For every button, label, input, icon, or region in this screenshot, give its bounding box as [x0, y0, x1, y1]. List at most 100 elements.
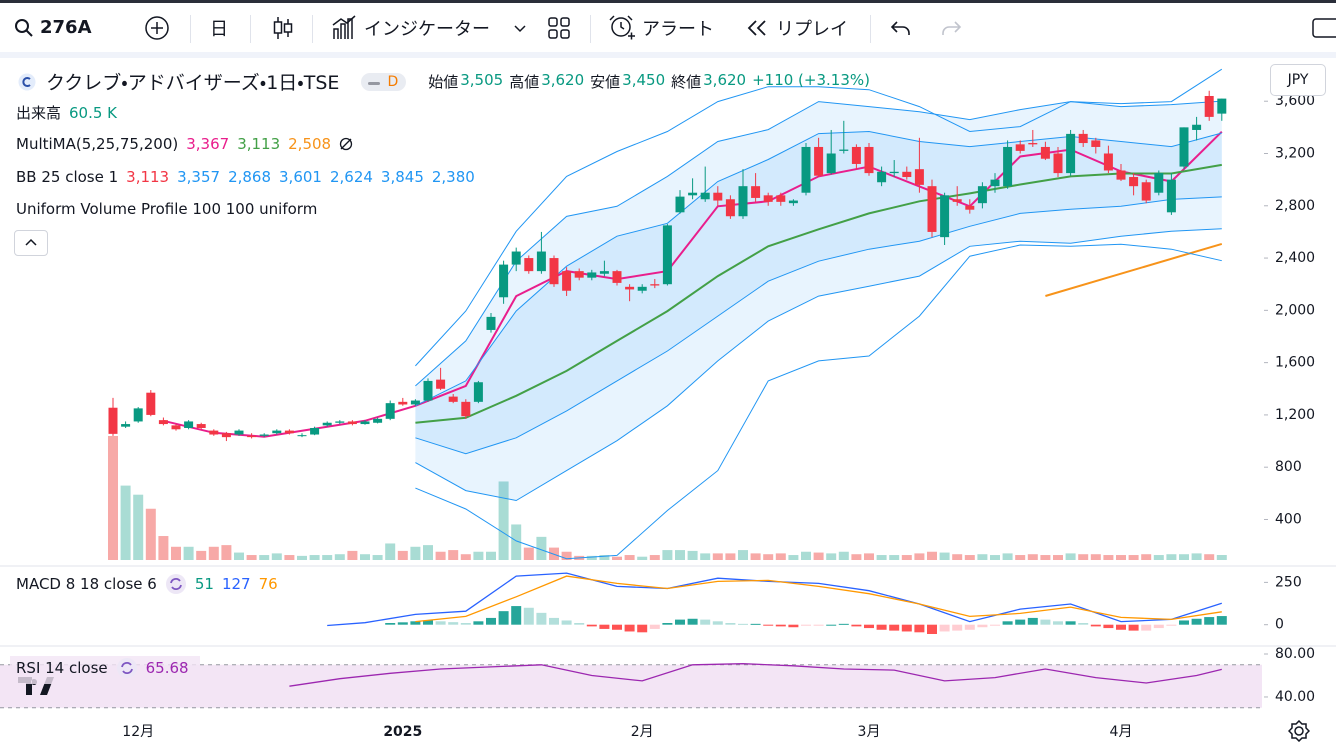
- macd-histogram-bar: [536, 612, 547, 625]
- candle-body: [1003, 146, 1013, 187]
- macd-histogram-bar: [662, 623, 673, 625]
- chart: 400 800 1,200 1,600 2,000 2,400 2,800 3,200 3,60…: [0, 68, 1336, 740]
- volume-bar: [687, 550, 698, 560]
- macd-histogram-bar: [473, 621, 484, 625]
- candle-body: [751, 186, 761, 198]
- candle-body: [335, 421, 345, 423]
- volume-bar: [775, 553, 786, 560]
- macd-histogram-bar: [712, 621, 723, 625]
- macd-histogram-bar: [952, 624, 963, 631]
- macd-histogram-bar: [889, 624, 900, 631]
- macd-histogram-bar: [1116, 624, 1126, 630]
- replay-button[interactable]: リプレイ: [746, 3, 848, 52]
- macd-histogram-bar: [775, 624, 786, 627]
- macd-histogram-bar: [813, 624, 824, 626]
- bb-line: [415, 196, 1222, 455]
- candle-body: [788, 200, 798, 204]
- candle-body: [1116, 170, 1126, 180]
- candle-body: [700, 192, 710, 200]
- macd-histogram-bar: [851, 624, 862, 627]
- volume-bar: [649, 555, 660, 560]
- symbol-title: ククレブ・アドバイザーズ・1日・TSE: [46, 72, 340, 94]
- candle-body: [574, 271, 584, 278]
- x-tick-label: 2月: [631, 724, 654, 740]
- sync-icon[interactable]: [165, 573, 187, 595]
- alarm-icon: [609, 14, 635, 39]
- volume-bar: [196, 550, 207, 560]
- volume-bar: [372, 555, 383, 560]
- bb-label: BB 25 close 1: [16, 168, 119, 186]
- hidden-icon[interactable]: [339, 137, 353, 151]
- compare-button[interactable]: [144, 3, 170, 52]
- settings-icon[interactable]: [1288, 720, 1310, 742]
- volume-bar: [1065, 553, 1076, 560]
- sync-icon[interactable]: [116, 657, 138, 679]
- indicators-button[interactable]: インジケーター: [332, 3, 528, 52]
- undo-button[interactable]: [890, 3, 912, 52]
- candle-body: [360, 421, 370, 425]
- candle-body: [1103, 153, 1113, 171]
- candle-body: [1166, 179, 1176, 213]
- macd-histogram-bar: [1040, 619, 1051, 625]
- candle-body: [977, 186, 987, 204]
- volume-bar: [964, 555, 975, 560]
- volume-bar: [1103, 555, 1114, 560]
- candle-body: [108, 407, 118, 434]
- volume-bar: [271, 553, 282, 560]
- interval-button[interactable]: 日: [210, 3, 228, 52]
- volume-bar: [385, 543, 396, 560]
- bb-line: [415, 228, 1222, 502]
- volume-bar: [763, 554, 774, 560]
- candle-body: [725, 199, 735, 217]
- macd-value: 127: [221, 575, 251, 593]
- candle-body: [776, 195, 786, 202]
- macd-histogram-bar: [486, 617, 496, 625]
- volume-bar: [259, 555, 270, 560]
- macd-histogram-bar: [675, 619, 685, 625]
- candle-body: [851, 146, 861, 164]
- candle-body: [889, 171, 899, 174]
- volume-bar: [234, 552, 244, 560]
- macd-histogram-bar: [448, 622, 459, 625]
- collapse-button[interactable]: [14, 230, 48, 256]
- chevron-icon: [514, 24, 526, 32]
- redo-icon: [942, 20, 962, 35]
- x-tick-label: 12月: [122, 724, 154, 740]
- macd-histogram-bar: [549, 617, 559, 625]
- candle-body: [499, 264, 509, 298]
- macd-histogram-bar: [838, 623, 849, 625]
- volume-bar: [712, 553, 723, 560]
- undo-icon: [890, 20, 910, 35]
- volume-bar: [826, 553, 837, 560]
- chart-type-button[interactable]: [272, 3, 294, 52]
- ohlc-value: 3,620: [703, 71, 747, 89]
- y-tick-label: 3,200: [1275, 145, 1315, 161]
- candle-body: [536, 251, 546, 272]
- bb-line: [415, 100, 1222, 387]
- candle-body: [410, 400, 420, 405]
- symbol-search[interactable]: 276A: [14, 3, 92, 52]
- candle-body: [1015, 144, 1025, 151]
- volume-bar: [675, 550, 685, 560]
- panel-button[interactable]: [1312, 3, 1336, 52]
- alert-label: アラート: [642, 18, 714, 40]
- candle-body: [473, 382, 483, 402]
- candle-body: [927, 186, 937, 232]
- volume-bar: [876, 555, 887, 560]
- market-status[interactable]: D: [361, 72, 407, 91]
- layout-button[interactable]: [548, 3, 570, 52]
- candle-body: [1129, 177, 1139, 187]
- macd-histogram-bar: [876, 624, 887, 630]
- alert-button[interactable]: アラート: [608, 3, 714, 52]
- redo-button[interactable]: [940, 3, 962, 52]
- volume-bar: [889, 555, 900, 560]
- volume-bar: [637, 556, 648, 560]
- currency-button[interactable]: JPY: [1270, 64, 1326, 96]
- ma-line: [1045, 242, 1223, 297]
- bb-line: [415, 243, 1222, 560]
- macd-histogram-bar: [397, 622, 408, 625]
- volume-bar: [523, 547, 534, 560]
- macd-histogram-bar: [637, 624, 648, 633]
- macd-histogram-bar: [914, 624, 925, 633]
